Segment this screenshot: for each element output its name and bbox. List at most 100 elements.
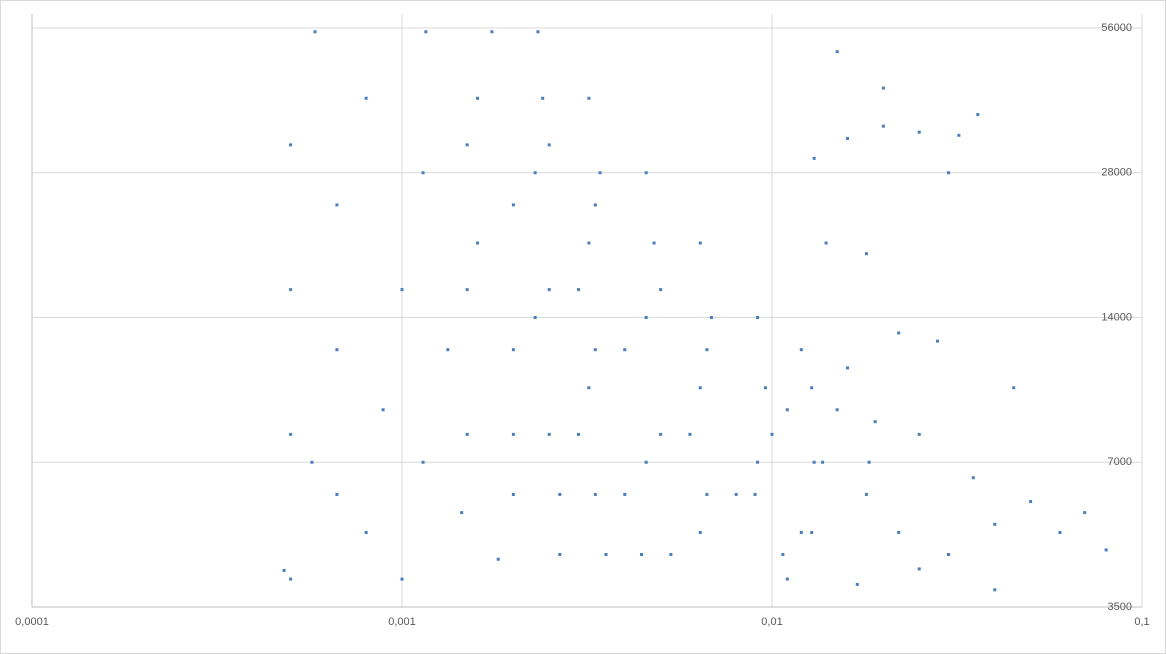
x-tick-label: 0,0001 (15, 616, 49, 628)
point (364, 531, 368, 535)
point (705, 348, 709, 352)
y-tick-label: 14000 (1101, 311, 1132, 323)
point (623, 348, 627, 352)
point (785, 408, 789, 412)
point (490, 30, 494, 34)
y-tick-label: 3500 (1108, 601, 1132, 613)
point (465, 143, 469, 147)
point (1058, 531, 1062, 535)
point (310, 460, 314, 464)
point (709, 316, 713, 319)
point (756, 316, 760, 319)
point (873, 420, 877, 424)
point (917, 567, 921, 571)
point (957, 133, 961, 137)
point (785, 577, 789, 581)
point (698, 241, 702, 245)
point (644, 171, 648, 175)
point (799, 531, 803, 535)
point (917, 130, 921, 134)
point (770, 432, 774, 436)
point (688, 432, 692, 436)
point (424, 30, 428, 34)
point (282, 568, 286, 572)
point (1083, 511, 1087, 515)
point (698, 386, 702, 390)
point (644, 316, 648, 319)
y-tick-label: 56000 (1101, 22, 1132, 34)
point (917, 432, 921, 436)
x-tick-label: 0,1 (1134, 616, 1149, 628)
point (511, 203, 515, 207)
point (533, 171, 537, 175)
point (511, 432, 515, 436)
point (289, 288, 293, 292)
point (781, 553, 785, 557)
x-tick-label: 0,01 (761, 616, 782, 628)
point (476, 96, 480, 100)
point (821, 460, 825, 464)
point (541, 96, 545, 100)
y-tick-label: 28000 (1101, 167, 1132, 179)
point (465, 288, 469, 292)
point (810, 531, 814, 535)
point (460, 511, 464, 515)
point (587, 386, 591, 390)
point (1012, 386, 1016, 390)
point (799, 348, 803, 352)
point (810, 386, 814, 390)
point (897, 331, 901, 335)
point (335, 348, 339, 352)
point (593, 492, 597, 496)
point (1104, 548, 1108, 552)
point (496, 557, 500, 561)
point (846, 136, 850, 140)
point (763, 386, 767, 390)
point (533, 316, 537, 319)
point (669, 553, 673, 557)
point (947, 553, 951, 557)
point (835, 50, 839, 54)
point (558, 492, 562, 496)
point (640, 553, 644, 557)
point (289, 432, 293, 436)
point (421, 171, 425, 175)
point (753, 492, 757, 496)
point (993, 588, 997, 592)
point (289, 143, 293, 147)
x-tick-label: 0,001 (388, 616, 416, 628)
point (976, 113, 980, 117)
point (400, 577, 404, 581)
point (547, 432, 551, 436)
point (897, 531, 901, 535)
point (864, 252, 868, 256)
point (881, 86, 885, 90)
point (598, 171, 602, 175)
point (593, 348, 597, 352)
point (587, 241, 591, 245)
point (881, 124, 885, 128)
point (335, 492, 339, 496)
point (577, 432, 581, 436)
point (644, 460, 648, 464)
point (547, 143, 551, 147)
point (935, 339, 939, 343)
point (864, 492, 868, 496)
point (971, 476, 975, 480)
point (446, 348, 450, 352)
point (547, 288, 551, 292)
point (587, 96, 591, 100)
point (577, 288, 581, 292)
point (558, 553, 562, 557)
point (511, 492, 515, 496)
point (604, 553, 608, 557)
point (993, 522, 997, 526)
point (289, 577, 293, 581)
point (659, 288, 663, 292)
point (698, 531, 702, 535)
point (400, 288, 404, 292)
point (867, 460, 871, 464)
point (756, 460, 760, 464)
